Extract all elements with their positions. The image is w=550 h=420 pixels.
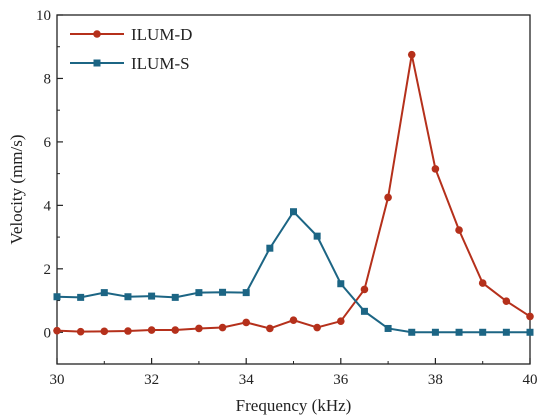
data-point — [171, 293, 179, 301]
data-point — [100, 289, 108, 297]
x-tick-label: 32 — [144, 372, 159, 388]
data-point — [360, 307, 368, 315]
data-point — [124, 293, 132, 301]
data-point — [502, 297, 511, 305]
legend: ILUM-D ILUM-S — [70, 25, 192, 73]
legend-marker — [93, 30, 101, 38]
data-point — [266, 324, 274, 333]
data-point — [219, 288, 227, 296]
data-point — [218, 323, 227, 332]
data-point — [289, 316, 298, 325]
data-point — [455, 328, 463, 336]
data-point — [195, 324, 203, 333]
legend-item: ILUM-S — [70, 54, 190, 73]
y-tick-label: 4 — [44, 198, 52, 214]
data-point — [77, 293, 85, 301]
data-point — [53, 293, 61, 301]
data-point — [384, 193, 392, 202]
y-tick-label: 0 — [44, 325, 52, 341]
data-point — [100, 327, 109, 336]
legend-label: ILUM-D — [131, 25, 192, 44]
data-point — [313, 232, 321, 240]
data-point — [171, 326, 180, 334]
data-point — [313, 323, 321, 332]
legend-label: ILUM-S — [131, 54, 190, 73]
data-point — [479, 328, 487, 336]
series-ilum-s — [53, 208, 534, 336]
y-tick-label: 2 — [44, 262, 52, 278]
y-tick-label: 6 — [44, 135, 52, 151]
data-point — [407, 50, 416, 59]
data-point — [337, 317, 345, 325]
data-point — [408, 328, 416, 336]
x-tick-label: 40 — [523, 372, 538, 388]
series-ilum-d — [53, 50, 534, 336]
data-point — [478, 279, 487, 287]
data-point — [242, 289, 250, 297]
data-point — [124, 327, 132, 335]
y-tick-label: 8 — [44, 71, 52, 87]
legend-item: ILUM-D — [70, 25, 192, 44]
data-point — [431, 328, 439, 336]
data-point — [266, 244, 274, 252]
series-line — [56, 54, 531, 333]
x-axis-title: Frequency (kHz) — [236, 396, 352, 415]
data-point — [526, 312, 534, 321]
series-layer — [53, 50, 534, 336]
y-axis-title: Velocity (mm/s) — [7, 134, 26, 244]
data-point — [384, 324, 392, 332]
data-point — [337, 280, 345, 288]
data-point — [455, 226, 463, 234]
data-point — [148, 292, 156, 300]
data-point — [147, 326, 156, 334]
data-point — [76, 327, 85, 336]
data-point — [360, 285, 369, 294]
data-point — [290, 208, 297, 216]
y-tick-label: 10 — [36, 8, 51, 24]
x-tick-label: 30 — [50, 372, 65, 388]
x-tick-label: 38 — [428, 372, 443, 388]
axis-ticks: 30 32 34 36 38 40 0 2 4 6 8 10 — [36, 8, 538, 388]
data-point — [53, 326, 61, 335]
data-point — [502, 328, 510, 336]
data-point — [242, 318, 250, 327]
plot-frame — [56, 14, 531, 365]
data-point — [431, 165, 440, 173]
data-point — [195, 289, 203, 297]
data-point — [526, 328, 534, 336]
x-tick-label: 34 — [239, 372, 255, 388]
x-tick-label: 36 — [333, 372, 349, 388]
legend-marker — [93, 59, 101, 67]
